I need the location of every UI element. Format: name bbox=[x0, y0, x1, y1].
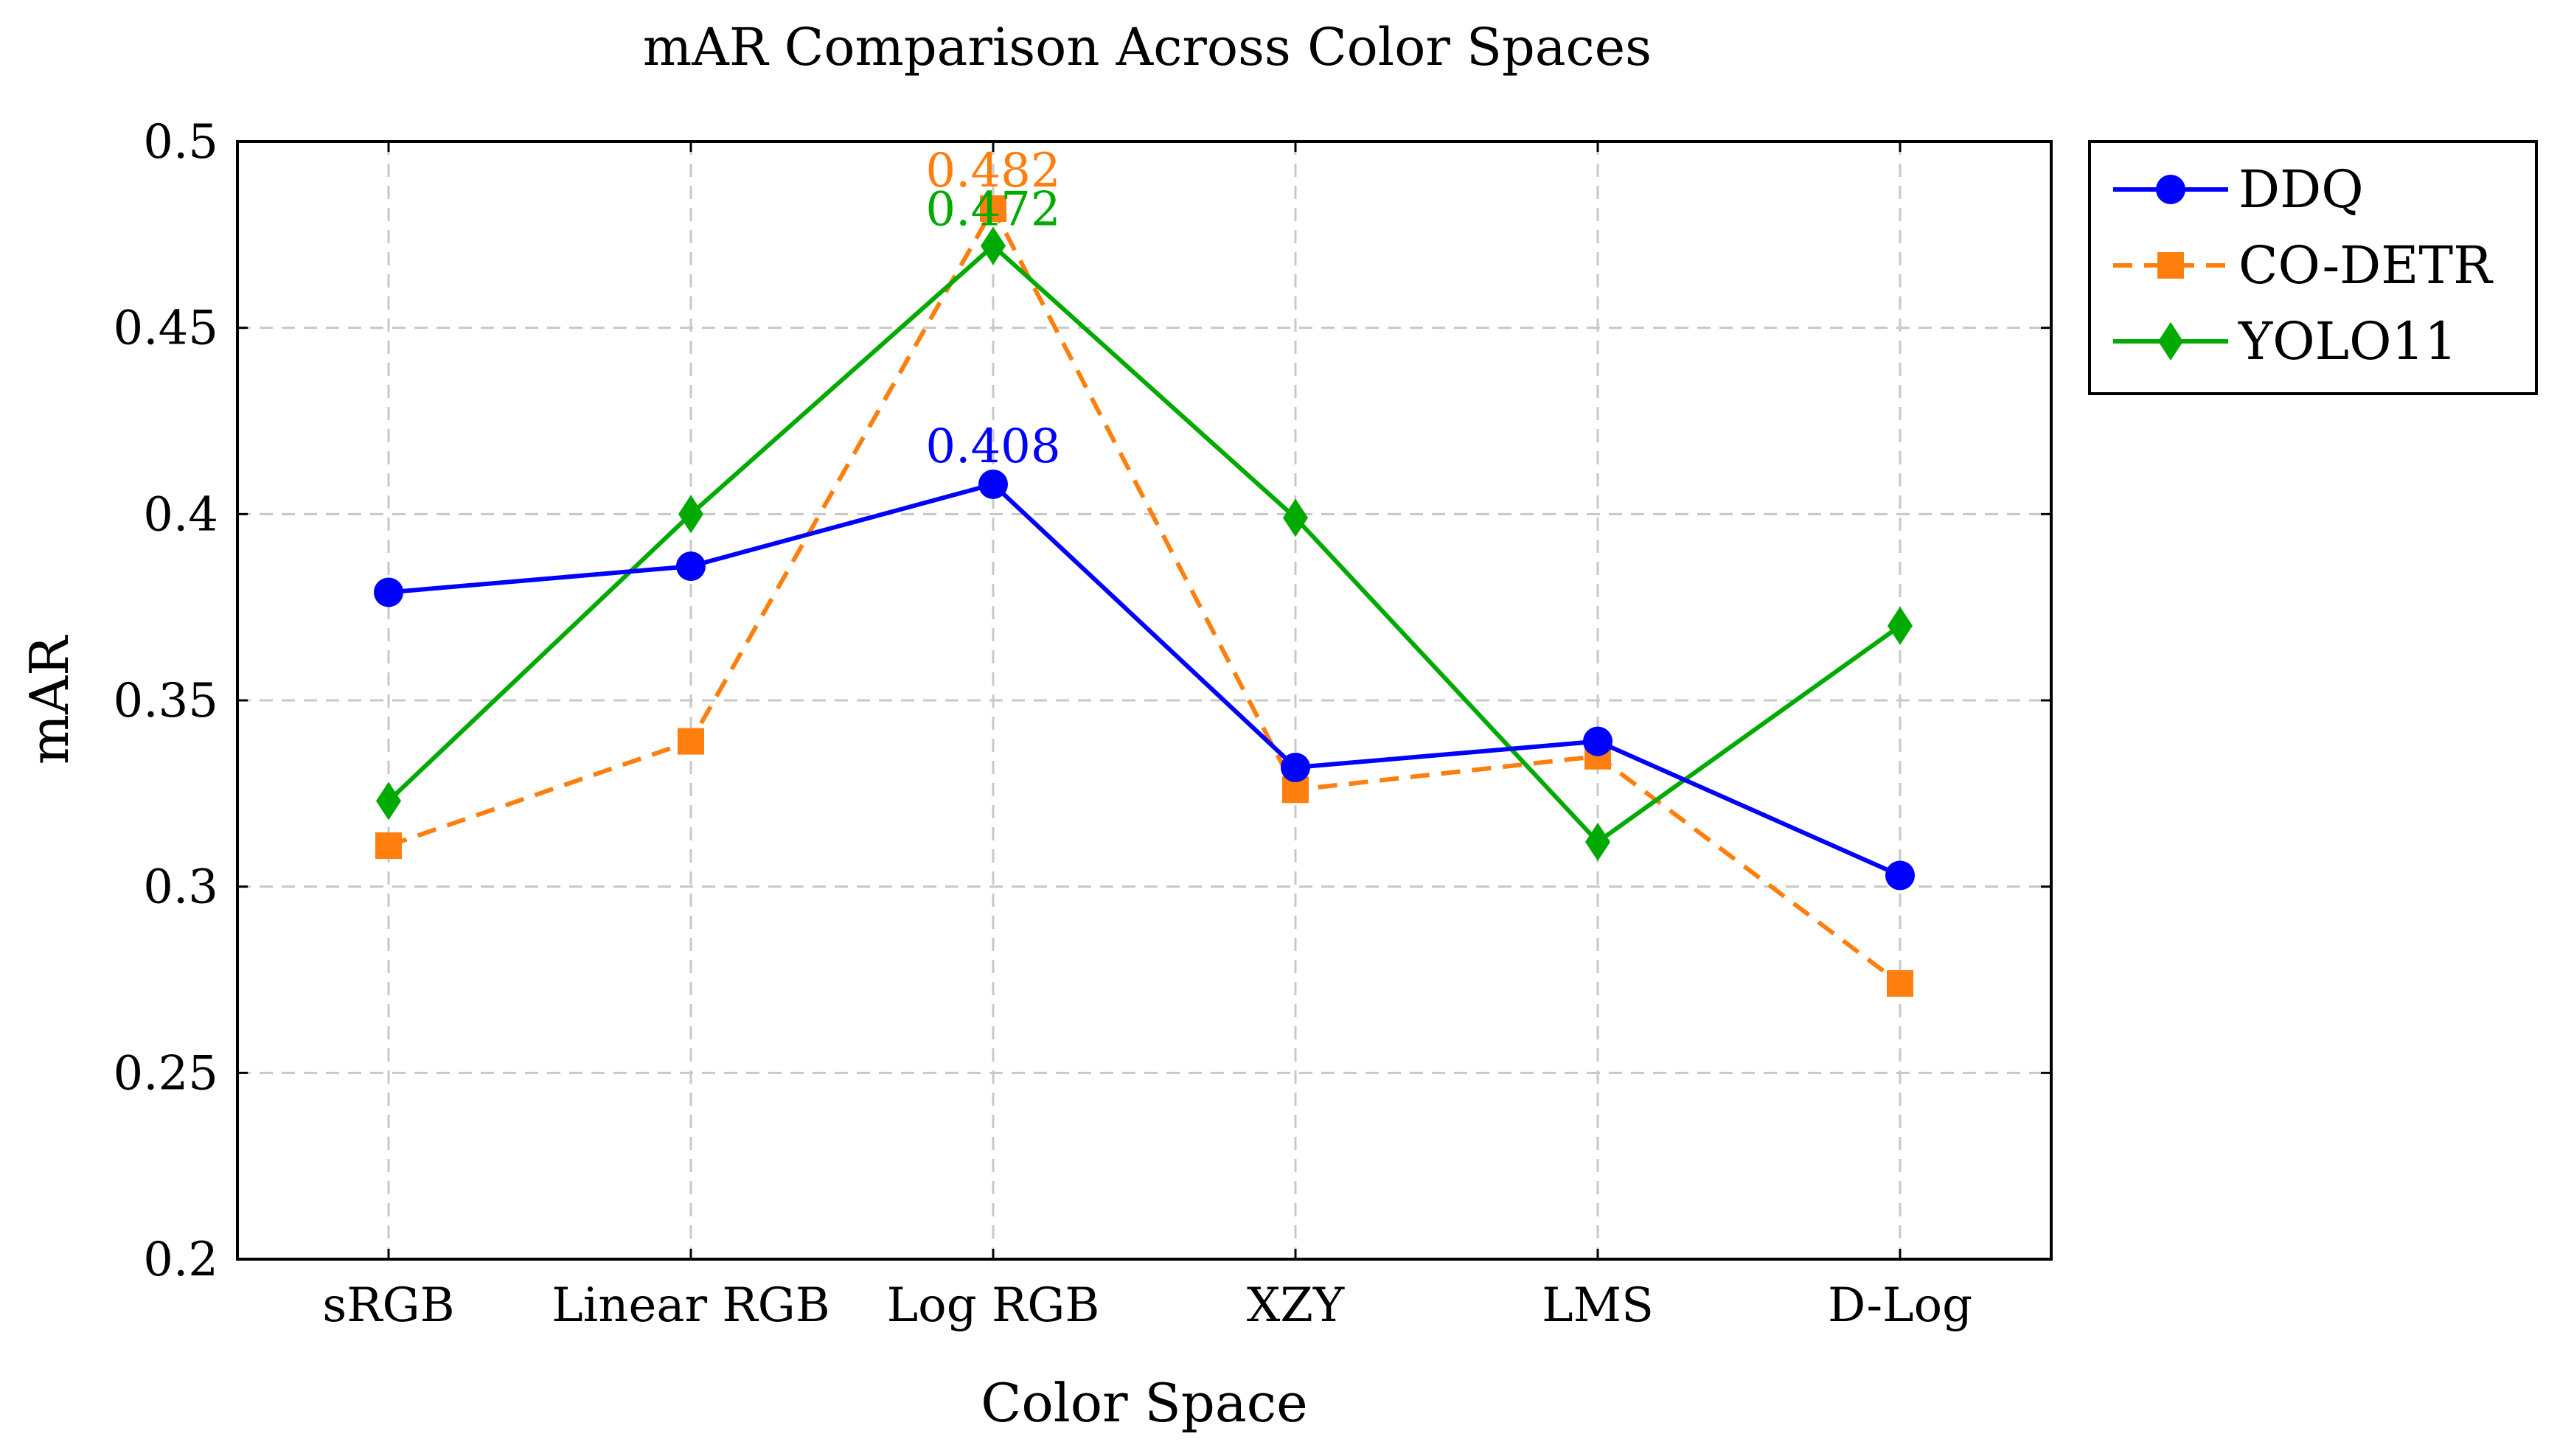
legend-marker-yolo11 bbox=[2158, 322, 2183, 360]
x-tick-label: XZY bbox=[1247, 1278, 1345, 1333]
series-line-ddq bbox=[388, 481, 1902, 878]
legend-marker-ddq bbox=[2156, 175, 2185, 204]
data-point-co-detr bbox=[678, 728, 704, 755]
data-label-yolo11: 0.472 bbox=[925, 182, 1060, 237]
series-layer bbox=[374, 195, 1915, 997]
data-point-yolo11 bbox=[376, 781, 401, 821]
x-tick-label: sRGB bbox=[322, 1278, 454, 1333]
legend-label: YOLO11 bbox=[2238, 311, 2457, 372]
data-label-ddq: 0.408 bbox=[925, 419, 1060, 474]
data-label-co-detr: 0.482 bbox=[925, 144, 1060, 198]
y-axis-ticks: 0.2 0.25 0.3 0.35 0.4 0.45 0.5 bbox=[114, 115, 2051, 1287]
legend-marker-co-detr bbox=[2157, 252, 2184, 279]
data-point-ddq bbox=[978, 469, 1008, 499]
data-point-yolo11 bbox=[1585, 823, 1610, 862]
data-point-ddq bbox=[1583, 726, 1613, 756]
series-line-yolo11 bbox=[386, 243, 1902, 845]
y-tick-label: 0.5 bbox=[143, 115, 218, 170]
y-tick-label: 0.4 bbox=[143, 487, 218, 542]
x-tick-label: LMS bbox=[1542, 1278, 1654, 1333]
legend-label: CO-DETR bbox=[2238, 235, 2494, 296]
y-tick-label: 0.45 bbox=[114, 302, 219, 356]
x-tick-label: Linear RGB bbox=[552, 1278, 830, 1333]
data-point-ddq bbox=[1885, 860, 1915, 891]
y-tick-label: 0.35 bbox=[114, 674, 219, 728]
data-point-ddq bbox=[374, 577, 403, 607]
legend-label: DDQ bbox=[2238, 159, 2364, 220]
data-point-co-detr bbox=[375, 832, 402, 860]
legend-item-ddq: DDQ bbox=[2113, 159, 2364, 220]
y-tick-label: 0.25 bbox=[114, 1046, 219, 1101]
data-point-ddq bbox=[1281, 752, 1310, 782]
y-axis-label: mAR bbox=[18, 635, 80, 764]
series-ddq bbox=[374, 469, 1915, 891]
data-point-yolo11 bbox=[981, 226, 1006, 265]
x-tick-label: Log RGB bbox=[887, 1278, 1100, 1333]
legend: DDQ CO-DETR YOLO11 bbox=[2088, 140, 2538, 395]
data-point-yolo11 bbox=[678, 495, 703, 534]
data-point-ddq bbox=[676, 551, 706, 582]
data-point-co-detr bbox=[980, 195, 1006, 222]
legend-items: DDQ CO-DETR YOLO11 bbox=[2113, 159, 2494, 372]
y-tick-label: 0.2 bbox=[143, 1233, 218, 1287]
x-axis-label: Color Space bbox=[981, 1372, 1307, 1434]
series-line-co-detr bbox=[388, 206, 1902, 986]
legend-item-yolo11: YOLO11 bbox=[2113, 311, 2457, 372]
x-tick-label: D-Log bbox=[1828, 1278, 1972, 1333]
legend-item-co-detr: CO-DETR bbox=[2113, 235, 2494, 296]
series-yolo11 bbox=[376, 226, 1913, 862]
y-tick-label: 0.3 bbox=[143, 860, 218, 915]
grid bbox=[237, 142, 2051, 1259]
data-point-co-detr bbox=[1887, 970, 1913, 997]
chart-title: mAR Comparison Across Color Spaces bbox=[643, 17, 1652, 77]
data-point-yolo11 bbox=[1888, 606, 1913, 645]
x-axis-ticks: sRGB Linear RGB Log RGB XZY LMS D-Log bbox=[322, 142, 1972, 1333]
data-point-yolo11 bbox=[1283, 498, 1308, 537]
